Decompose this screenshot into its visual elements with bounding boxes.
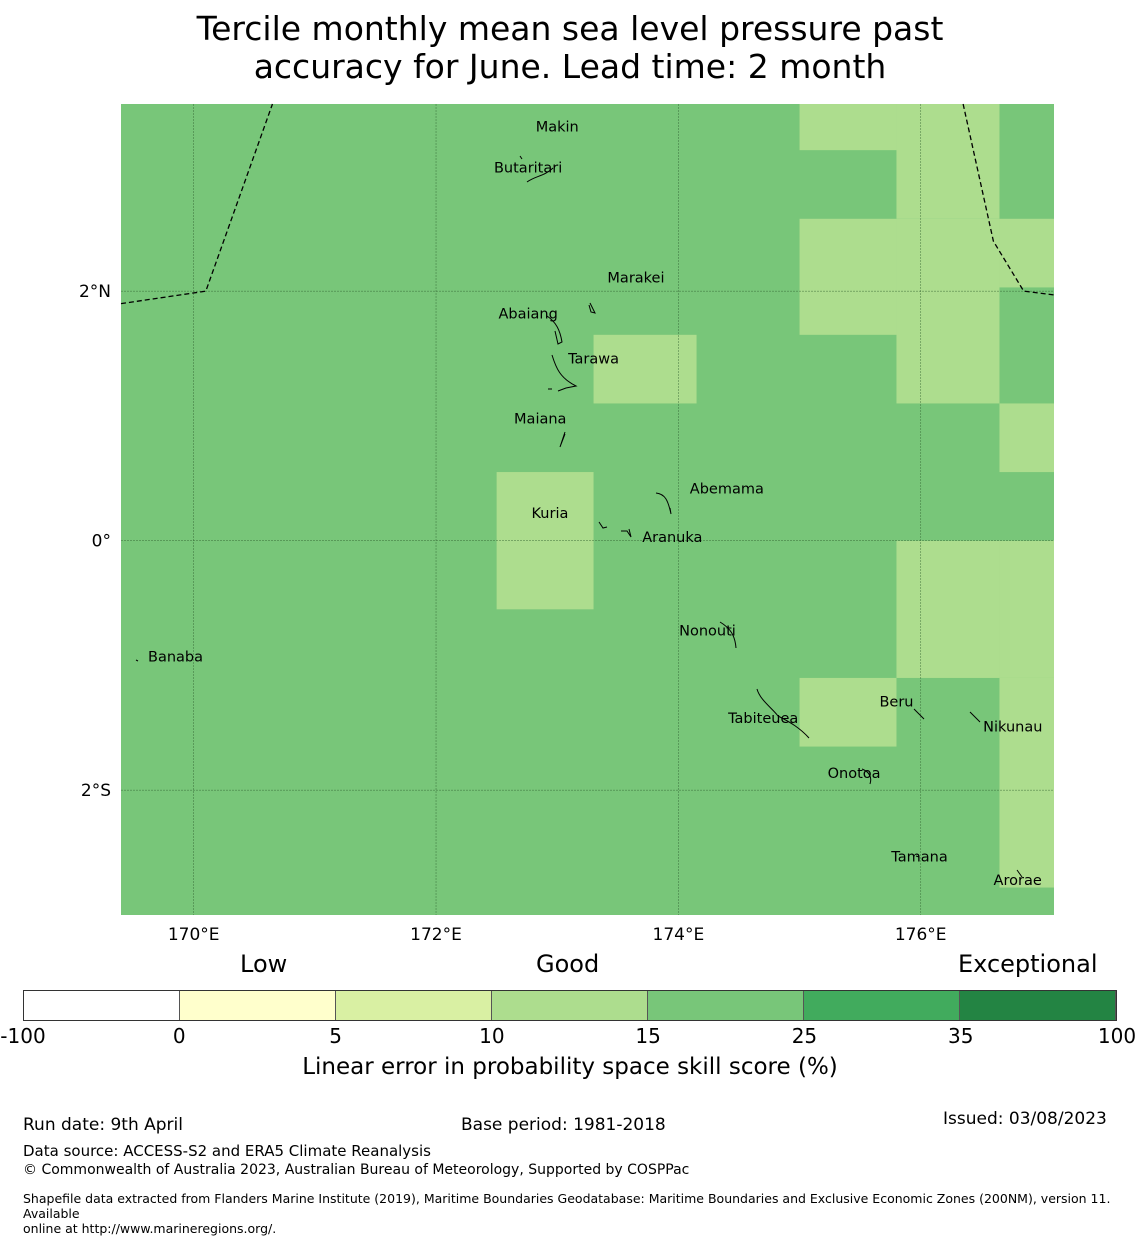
copyright: © Commonwealth of Australia 2023, Austra… xyxy=(23,1162,690,1178)
colorbar-bin xyxy=(492,991,648,1020)
colorbar-tick-label: -100 xyxy=(0,1024,46,1048)
island-label: Onotoa xyxy=(828,766,881,782)
island-outline xyxy=(598,521,608,529)
skill-map: Makin Butaritari Marakei Abaiang Tarawa Maian… xyxy=(79,103,1055,945)
shapefile-credit-line-2: online at http://www.marineregions.org/. xyxy=(23,1221,277,1236)
island-label: Arorae xyxy=(994,873,1042,889)
lon-tick-label: 170°E xyxy=(168,925,220,945)
skill-cell xyxy=(999,218,1054,288)
issued-date: Issued: 03/08/2023 xyxy=(943,1109,1107,1129)
category-good: Good xyxy=(536,950,600,978)
colorbar xyxy=(23,990,1117,1021)
colorbar-tick-label: 25 xyxy=(791,1024,818,1048)
colorbar-tick-label: 35 xyxy=(947,1024,974,1048)
island-shapes xyxy=(135,155,1023,878)
island-label: Nonouti xyxy=(679,624,736,640)
base-period: Base period: 1981-2018 xyxy=(461,1115,666,1135)
colorbar-bin xyxy=(960,991,1116,1020)
island-outline xyxy=(719,621,737,649)
island-label: Makin xyxy=(536,119,579,135)
island-outline xyxy=(1016,869,1023,878)
title-line-1: Tercile monthly mean sea level pressure … xyxy=(196,9,944,48)
island-outline xyxy=(546,315,563,345)
shapefile-credit: Shapefile data extracted from Flanders M… xyxy=(23,1191,1138,1236)
skill-cell xyxy=(999,540,1054,678)
category-exceptional: Exceptional xyxy=(958,950,1098,978)
colorbar-tick-label: 15 xyxy=(635,1024,661,1048)
skill-cell xyxy=(799,218,897,335)
eez-boundary-line xyxy=(962,103,1055,296)
island-outline xyxy=(913,708,925,720)
eez-boundary-line xyxy=(120,103,274,305)
island-outline xyxy=(655,492,672,515)
island-outline xyxy=(588,302,596,314)
island-label: Kuria xyxy=(532,506,569,522)
colorbar-bin xyxy=(336,991,492,1020)
lon-tick-label: 172°E xyxy=(410,925,462,945)
lat-tick-label: 0° xyxy=(92,532,111,552)
maritime-boundaries xyxy=(120,103,1055,305)
island-label: Nikunau xyxy=(983,720,1042,736)
island-outline xyxy=(756,688,810,739)
island-outline xyxy=(861,768,872,785)
colorbar-label: Linear error in probability space skill … xyxy=(302,1054,838,1080)
skill-cell xyxy=(999,677,1054,888)
colorbar-bin xyxy=(648,991,804,1020)
island-outline xyxy=(915,855,920,858)
skill-cell xyxy=(896,540,1000,678)
skill-cell xyxy=(799,677,897,747)
lon-tick-label: 176°E xyxy=(895,925,947,945)
category-low: Low xyxy=(240,950,288,978)
colorbar-tick-label: 5 xyxy=(329,1024,342,1048)
colorbar-tick-label: 100 xyxy=(1097,1024,1137,1048)
skill-cell xyxy=(896,104,1000,219)
island-outline xyxy=(548,354,578,392)
colorbar-tick-label: 10 xyxy=(479,1024,505,1048)
skill-cell xyxy=(999,403,1054,473)
data-source: Data source: ACCESS-S2 and ERA5 Climate … xyxy=(23,1142,431,1160)
skill-cells xyxy=(121,104,1054,915)
colorbar-tick-label: 0 xyxy=(172,1024,186,1048)
skill-cell xyxy=(593,334,697,404)
shapefile-credit-line-1: Shapefile data extracted from Flanders M… xyxy=(23,1191,1111,1221)
island-outline xyxy=(621,528,632,538)
colorbar-bin xyxy=(804,991,960,1020)
run-date: Run date: 9th April xyxy=(23,1115,183,1135)
island-outline xyxy=(559,431,566,448)
island-label: Aranuka xyxy=(642,530,702,546)
island-label: Tarawa xyxy=(567,352,619,368)
island-label: Abaiang xyxy=(498,307,557,323)
island-label: Maiana xyxy=(514,411,566,427)
island-labels: Makin Butaritari Marakei Abaiang Tarawa Maian… xyxy=(148,119,1042,889)
island-outline xyxy=(135,659,139,662)
colorbar-bin xyxy=(180,991,336,1020)
island-label: Abemama xyxy=(690,481,764,497)
lat-tick-label: 2°S xyxy=(81,781,111,801)
axis-ticks: 170°E 172°E 174°E 176°E 2°N 0° 2°S xyxy=(79,282,947,945)
lon-tick-label: 174°E xyxy=(653,925,705,945)
island-label: Butaritari xyxy=(494,161,562,177)
title-line-2: accuracy for June. Lead time: 2 month xyxy=(253,47,887,86)
island-outline xyxy=(526,167,554,183)
island-outline xyxy=(969,711,981,723)
island-label: Tamana xyxy=(890,849,947,865)
skill-cell xyxy=(799,104,897,151)
island-label: Beru xyxy=(879,695,913,711)
graticule xyxy=(121,104,1054,915)
skill-cell xyxy=(896,218,1000,404)
island-outline xyxy=(519,155,523,160)
map-title: Tercile monthly mean sea level pressure … xyxy=(0,10,1140,86)
island-label: Marakei xyxy=(607,270,664,286)
island-label: Banaba xyxy=(148,650,203,666)
island-label: Tabiteuea xyxy=(727,711,798,727)
lat-tick-label: 2°N xyxy=(79,282,111,302)
colorbar-bin xyxy=(24,991,180,1020)
